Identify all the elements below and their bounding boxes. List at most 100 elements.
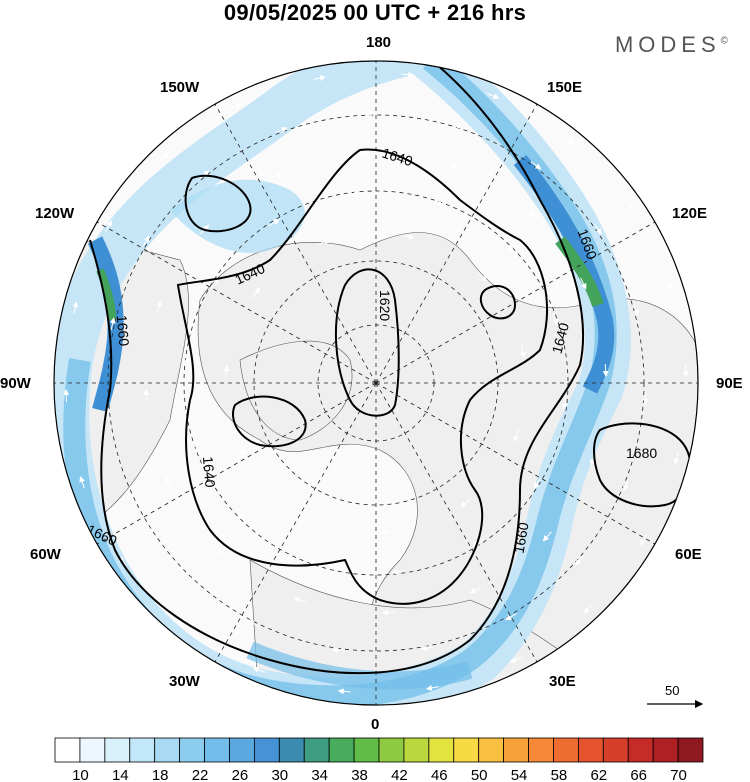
lon-label-120e: 120E bbox=[672, 205, 708, 222]
wind-arrow bbox=[542, 531, 552, 542]
meridian-line bbox=[214, 382, 377, 663]
wind-arrow bbox=[673, 451, 680, 465]
wind-arrow bbox=[391, 568, 405, 575]
modes-logo: MODES© bbox=[615, 32, 728, 58]
colorbar-swatch bbox=[54, 737, 81, 763]
wind-arrow bbox=[504, 243, 515, 253]
contour-1640-siberia-cell bbox=[479, 285, 517, 320]
contour-label-1660-west: 1660 bbox=[114, 314, 133, 347]
jet-max-east bbox=[555, 236, 604, 307]
wind-arrow bbox=[625, 199, 634, 211]
lon-label-60e: 60E bbox=[675, 546, 702, 563]
wind-arrow bbox=[642, 391, 649, 405]
wind-arrow bbox=[143, 388, 150, 402]
wind-arrow bbox=[583, 604, 594, 614]
contour-label-1640-atlantic: 1640 bbox=[200, 456, 219, 489]
wind-arrow bbox=[561, 396, 568, 410]
colorbar-tick-label: 66 bbox=[630, 767, 647, 782]
colorbar-tick-label: 18 bbox=[152, 767, 169, 782]
colorbar-tick-label: 26 bbox=[232, 767, 249, 782]
lon-label-90w: 90W bbox=[0, 375, 31, 392]
wind-arrow bbox=[357, 150, 371, 157]
wind-arrow bbox=[293, 596, 306, 603]
colorbar-swatch bbox=[328, 737, 355, 763]
wind-arrow bbox=[477, 272, 488, 282]
wind-arrow bbox=[317, 239, 331, 245]
wind-arrow bbox=[177, 621, 188, 630]
logo-text: MODES bbox=[614, 32, 721, 57]
contour-1640-pacific-cell bbox=[184, 174, 252, 233]
wind-arrow bbox=[505, 613, 517, 621]
wind-arrow bbox=[401, 71, 415, 78]
wind-arrow bbox=[142, 235, 150, 248]
colorbar-swatch bbox=[528, 737, 554, 763]
colorbar: 10 14 18 22 26 30 34 38 42 46 50 54 58 62 66 70 bbox=[54, 737, 704, 782]
wind-arrow bbox=[156, 300, 163, 313]
wind-arrow bbox=[425, 684, 439, 691]
lon-label-30e: 30E bbox=[549, 673, 576, 690]
colorbar-swatch bbox=[503, 737, 529, 763]
lon-label-150e: 150E bbox=[547, 79, 583, 96]
wind-arrow bbox=[421, 645, 434, 652]
colorbar-tick-label: 70 bbox=[670, 767, 687, 782]
wind-arrow bbox=[217, 549, 228, 559]
meridian-line bbox=[96, 382, 377, 545]
colorbar-boxes bbox=[54, 737, 704, 763]
wind-arrow bbox=[402, 233, 415, 240]
colorbar-swatch bbox=[627, 737, 654, 763]
wind-arrow bbox=[593, 223, 602, 235]
colorbar-swatch bbox=[403, 737, 430, 763]
contour-1620 bbox=[334, 268, 400, 417]
colorbar-swatch bbox=[104, 737, 131, 763]
wind-arrow bbox=[165, 476, 172, 489]
colorbar-swatch bbox=[478, 737, 505, 763]
colorbar-tick-label: 58 bbox=[551, 767, 568, 782]
wind-arrow bbox=[240, 448, 248, 461]
jet-max-west bbox=[96, 268, 116, 321]
wind-arrow bbox=[487, 93, 500, 100]
meridian-line bbox=[375, 382, 656, 545]
contour-label-1640-east: 1640 bbox=[549, 321, 573, 355]
colorbar-swatch bbox=[453, 737, 480, 763]
lon-label-150w: 150W bbox=[160, 79, 200, 96]
wind-arrow bbox=[109, 317, 116, 331]
colorbar-swatch bbox=[229, 737, 255, 763]
wind-arrow bbox=[667, 277, 673, 290]
wind-arrow bbox=[313, 75, 327, 82]
contour-label-1620: 1620 bbox=[377, 290, 393, 321]
colorbar-swatch bbox=[204, 737, 230, 763]
colorbar-tick-label: 10 bbox=[72, 767, 89, 782]
wind-arrow bbox=[297, 511, 310, 518]
colorbar-tick-label: 34 bbox=[311, 767, 328, 782]
wind-arrow bbox=[513, 429, 520, 443]
greenland-land bbox=[239, 340, 353, 441]
colorbar-swatch bbox=[353, 737, 380, 763]
wind-arrow bbox=[431, 200, 445, 207]
colorbar-swatch bbox=[577, 737, 604, 763]
wind-arrow bbox=[237, 513, 248, 523]
wind-arrow bbox=[275, 127, 288, 133]
jet-core-south bbox=[246, 641, 473, 690]
colorbar-swatch bbox=[79, 737, 106, 763]
wind-arrow bbox=[623, 478, 629, 491]
meridian-line bbox=[375, 382, 538, 663]
wind-arrow bbox=[270, 172, 283, 179]
lon-label-180: 180 bbox=[366, 34, 392, 51]
colorbar-tick-label: 42 bbox=[391, 767, 408, 782]
meridian-line bbox=[96, 221, 377, 384]
wind-arrow bbox=[446, 163, 459, 170]
wind-arrow bbox=[347, 191, 361, 198]
logo-mark: © bbox=[720, 35, 728, 47]
wind-arrow bbox=[223, 365, 230, 379]
wind-arrow bbox=[268, 219, 280, 227]
wind-arrow bbox=[252, 666, 265, 673]
wind-arrow bbox=[251, 287, 261, 299]
contour-label-1660-south: 1660 bbox=[511, 521, 532, 555]
wind-arrow bbox=[524, 207, 535, 217]
wind-arrow bbox=[337, 688, 351, 695]
colorbar-tick-label: 30 bbox=[271, 767, 288, 782]
wind-arrow bbox=[79, 476, 85, 489]
colorbar-swatch bbox=[253, 737, 280, 763]
colorbar-labels: 10 14 18 22 26 30 34 38 42 46 50 54 58 62 66 70 bbox=[72, 767, 687, 782]
